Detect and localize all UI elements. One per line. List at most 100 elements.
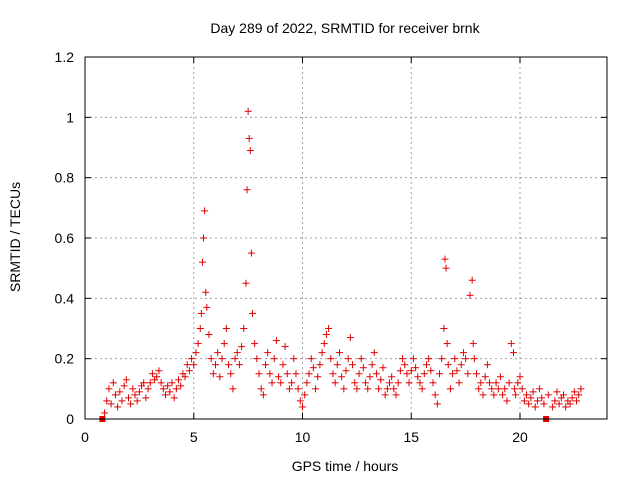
data-point (492, 379, 500, 387)
data-point (133, 397, 141, 405)
data-point (388, 373, 396, 381)
data-point (142, 394, 150, 402)
data-point (538, 394, 546, 402)
data-point (383, 385, 391, 393)
data-point (342, 367, 350, 375)
data-point (240, 325, 248, 332)
data-point (320, 340, 328, 348)
data-point (253, 355, 261, 363)
data-point (496, 373, 504, 381)
data-point (446, 385, 454, 393)
data-point (396, 367, 404, 375)
data-point (246, 147, 254, 155)
data-point (431, 391, 439, 399)
data-point (201, 207, 209, 215)
data-point (544, 391, 552, 399)
data-point (507, 340, 515, 348)
data-point (212, 361, 219, 369)
y-tick-label: 0.8 (55, 170, 75, 186)
chart-title: Day 289 of 2022, SRMTID for receiver brn… (210, 20, 480, 36)
data-point (359, 364, 367, 372)
data-point (486, 379, 494, 387)
data-point (303, 379, 311, 387)
data-point (353, 385, 361, 393)
data-point (418, 385, 426, 393)
data-point (386, 379, 393, 387)
data-point (523, 391, 531, 399)
data-point (309, 364, 317, 372)
data-point (473, 370, 480, 378)
data-point (372, 370, 380, 378)
data-point (125, 394, 132, 402)
data-point (214, 349, 222, 357)
data-point (140, 379, 148, 387)
data-point (494, 385, 502, 393)
data-point (462, 355, 470, 363)
data-point (499, 391, 507, 399)
data-point (344, 355, 352, 363)
x-tick-label: 20 (512, 429, 528, 445)
data-point (501, 385, 509, 393)
data-point (427, 367, 435, 375)
data-point (292, 370, 300, 378)
data-point (183, 361, 191, 369)
data-point (227, 370, 235, 378)
data-point (200, 234, 208, 242)
data-point (190, 361, 198, 369)
data-point (407, 367, 415, 375)
data-point (314, 373, 322, 381)
data-point (216, 373, 224, 381)
data-point (307, 355, 315, 363)
data-point (392, 391, 400, 399)
data-point (429, 379, 437, 387)
data-point (351, 379, 359, 387)
data-point (259, 391, 267, 399)
data-point (148, 370, 156, 378)
data-point (231, 355, 239, 363)
data-point (553, 388, 561, 396)
data-point (101, 409, 109, 417)
data-point (247, 249, 255, 257)
data-point (325, 325, 333, 332)
data-point (433, 400, 441, 408)
data-point (177, 382, 185, 390)
data-point (366, 373, 374, 381)
data-point (377, 376, 385, 384)
data-point (403, 370, 411, 378)
data-point (331, 379, 339, 387)
data-point (270, 355, 278, 363)
data-point (288, 379, 296, 387)
data-point (346, 334, 354, 342)
data-point (459, 349, 467, 357)
x-tick-label: 5 (190, 429, 198, 445)
data-point (316, 361, 324, 369)
data-point (305, 370, 313, 378)
data-point (122, 376, 130, 384)
y-tick-label: 1.2 (55, 49, 75, 65)
data-point (575, 391, 583, 399)
x-axis-label: GPS time / hours (292, 458, 399, 474)
data-point (414, 373, 422, 381)
data-point (146, 379, 154, 387)
data-point (203, 303, 211, 311)
data-point (242, 279, 250, 287)
data-point (443, 340, 451, 348)
data-point (116, 388, 124, 396)
data-point (229, 385, 237, 393)
data-point (222, 325, 230, 332)
data-point (416, 379, 424, 387)
data-point (277, 379, 285, 387)
data-point (381, 391, 389, 399)
data-point (103, 397, 111, 405)
data-point (390, 385, 398, 393)
data-point (409, 355, 417, 363)
data-point (109, 379, 117, 387)
data-point (105, 385, 113, 393)
data-point (248, 309, 256, 317)
data-point (533, 397, 541, 405)
data-point (338, 373, 346, 381)
y-tick-label: 0.2 (55, 351, 75, 367)
x-tick-label: 15 (403, 429, 419, 445)
data-point (562, 403, 570, 411)
data-point (375, 385, 383, 393)
